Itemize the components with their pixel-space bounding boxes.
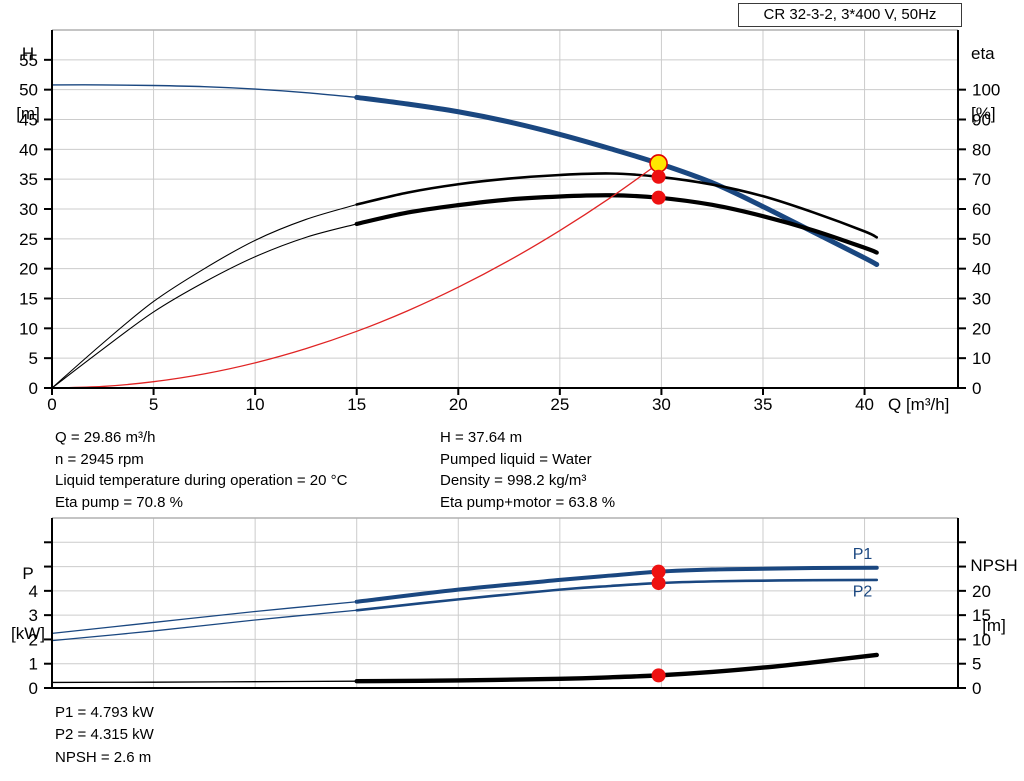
axes: 0510152025303540455055010203040506070809… — [19, 30, 1000, 414]
right-tick-label: 20 — [972, 319, 991, 338]
right-tick-label: 20 — [972, 582, 991, 601]
duty-info-left: Q = 29.86 m³/h n = 2945 rpm Liquid tempe… — [55, 427, 347, 513]
gridlines — [52, 517, 958, 688]
pump-model-label: CR 32-3-2, 3*400 V, 50Hz — [738, 3, 962, 27]
right-tick-label: 30 — [972, 290, 991, 309]
h-pump-curve-curve — [51, 84, 358, 99]
left-tick-label: 45 — [19, 111, 38, 130]
left-tick-label: 35 — [19, 170, 38, 189]
left-tick-label: 5 — [29, 349, 38, 368]
series-label-p2: P2 — [853, 583, 873, 600]
duty-point-marker — [649, 154, 668, 173]
h-pump-curve-curve — [354, 94, 880, 267]
npsh-curve — [51, 680, 358, 684]
x-tick-label: 40 — [855, 395, 874, 414]
liquid-temperature-text: Liquid temperature during operation = 20… — [55, 472, 348, 489]
x-tick-label: 0 — [47, 395, 56, 414]
right-tick-label: 40 — [972, 260, 991, 279]
p2-curve — [51, 609, 358, 642]
left-tick-label: 1 — [29, 655, 38, 674]
npsh-curve — [354, 652, 879, 684]
left-tick-label: 10 — [19, 319, 38, 338]
right-tick-label: 10 — [972, 630, 991, 649]
eta-pump-motor-text: Eta pump+motor = 63.8 % — [440, 493, 616, 511]
density-text: Density = 998.2 kg/m³ — [440, 472, 587, 489]
x-tick-label: 35 — [754, 395, 773, 414]
left-tick-label: 15 — [19, 290, 38, 309]
eta-pump-curve — [51, 203, 358, 389]
right-tick-label: 0 — [972, 679, 981, 698]
duty-head-text: H = 37.64 m — [440, 429, 523, 446]
series — [51, 565, 879, 684]
p2-point-marker — [651, 576, 666, 591]
right-tick-label: 50 — [972, 230, 991, 249]
power-info: P1 = 4.793 kW P2 = 4.315 kW NPSH = 2.6 m — [55, 702, 154, 769]
axis-title-flow: Q [m³/h] — [888, 395, 950, 414]
gridlines — [52, 29, 958, 388]
markers — [651, 564, 666, 683]
axis-title-eta: eta [%] — [971, 44, 996, 123]
x-tick-label: 5 — [149, 395, 158, 414]
p1-curve — [51, 601, 358, 635]
x-tick-label: 10 — [246, 395, 265, 414]
axis-title-power: P [kW] — [11, 564, 45, 643]
axes: 0 1 2 3 4 0 5 10 15 20 — [29, 518, 991, 698]
x-tick-label: 15 — [347, 395, 366, 414]
eta-pump-motor-curve — [51, 223, 358, 389]
power-npsh-chart: 0 1 2 3 4 0 5 10 15 20 P1 P2 — [29, 517, 991, 698]
eta-pump-point-marker — [651, 169, 666, 184]
system-curve-curve — [51, 162, 660, 389]
pumped-liquid-text: Pumped liquid = Water — [440, 450, 592, 468]
left-tick-label: 0 — [29, 379, 38, 398]
left-tick-label: 20 — [19, 260, 38, 279]
series-label-p1: P1 — [853, 546, 873, 563]
right-tick-label: 10 — [972, 349, 991, 368]
p1-curve — [354, 565, 879, 604]
right-tick-label: 90 — [972, 111, 991, 130]
eta-pump-motor-curve — [354, 193, 879, 255]
p2-value-text: P2 = 4.315 kW — [55, 726, 154, 744]
x-tick-label: 30 — [652, 395, 671, 414]
right-tick-label: 70 — [972, 170, 991, 189]
left-tick-label: 0 — [29, 679, 38, 698]
left-tick-label: 4 — [29, 582, 38, 601]
left-tick-label: 40 — [19, 140, 38, 159]
right-tick-label: 15 — [972, 606, 991, 625]
right-tick-label: 60 — [972, 200, 991, 219]
left-tick-label: 25 — [19, 230, 38, 249]
p1-point-marker — [651, 564, 666, 579]
eta-pump-motor-point-marker — [651, 190, 666, 205]
right-tick-label: 100 — [972, 81, 1000, 100]
eta-pump-curve — [355, 172, 879, 239]
p2-curve — [355, 578, 879, 612]
x-tick-label: 20 — [449, 395, 468, 414]
eta-pump-text: Eta pump = 70.8 % — [55, 493, 183, 511]
axis-title-head: H [m] — [16, 44, 40, 123]
duty-info-right: H = 37.64 m Pumped liquid = Water Densit… — [440, 427, 615, 513]
npsh-point-marker — [651, 668, 666, 683]
speed-text: n = 2945 rpm — [55, 450, 144, 468]
axis-title-npsh: NPSH [m] — [970, 556, 1018, 635]
left-tick-label: 50 — [19, 81, 38, 100]
left-tick-label: 3 — [29, 606, 38, 625]
x-tick-label: 25 — [550, 395, 569, 414]
npsh-value-text: NPSH = 2.6 m — [55, 748, 152, 766]
p1-value-text: P1 = 4.793 kW — [55, 704, 154, 721]
right-tick-label: 0 — [972, 379, 981, 398]
left-tick-label: 55 — [19, 51, 38, 70]
series — [51, 84, 880, 389]
duty-flow-text: Q = 29.86 m³/h — [55, 429, 156, 446]
right-tick-label: 5 — [972, 655, 981, 674]
left-tick-label: 30 — [19, 200, 38, 219]
markers — [649, 154, 668, 205]
left-tick-label: 2 — [29, 630, 38, 649]
hq-eta-chart: 0510152025303540455055010203040506070809… — [19, 29, 1000, 414]
right-tick-label: 80 — [972, 140, 991, 159]
